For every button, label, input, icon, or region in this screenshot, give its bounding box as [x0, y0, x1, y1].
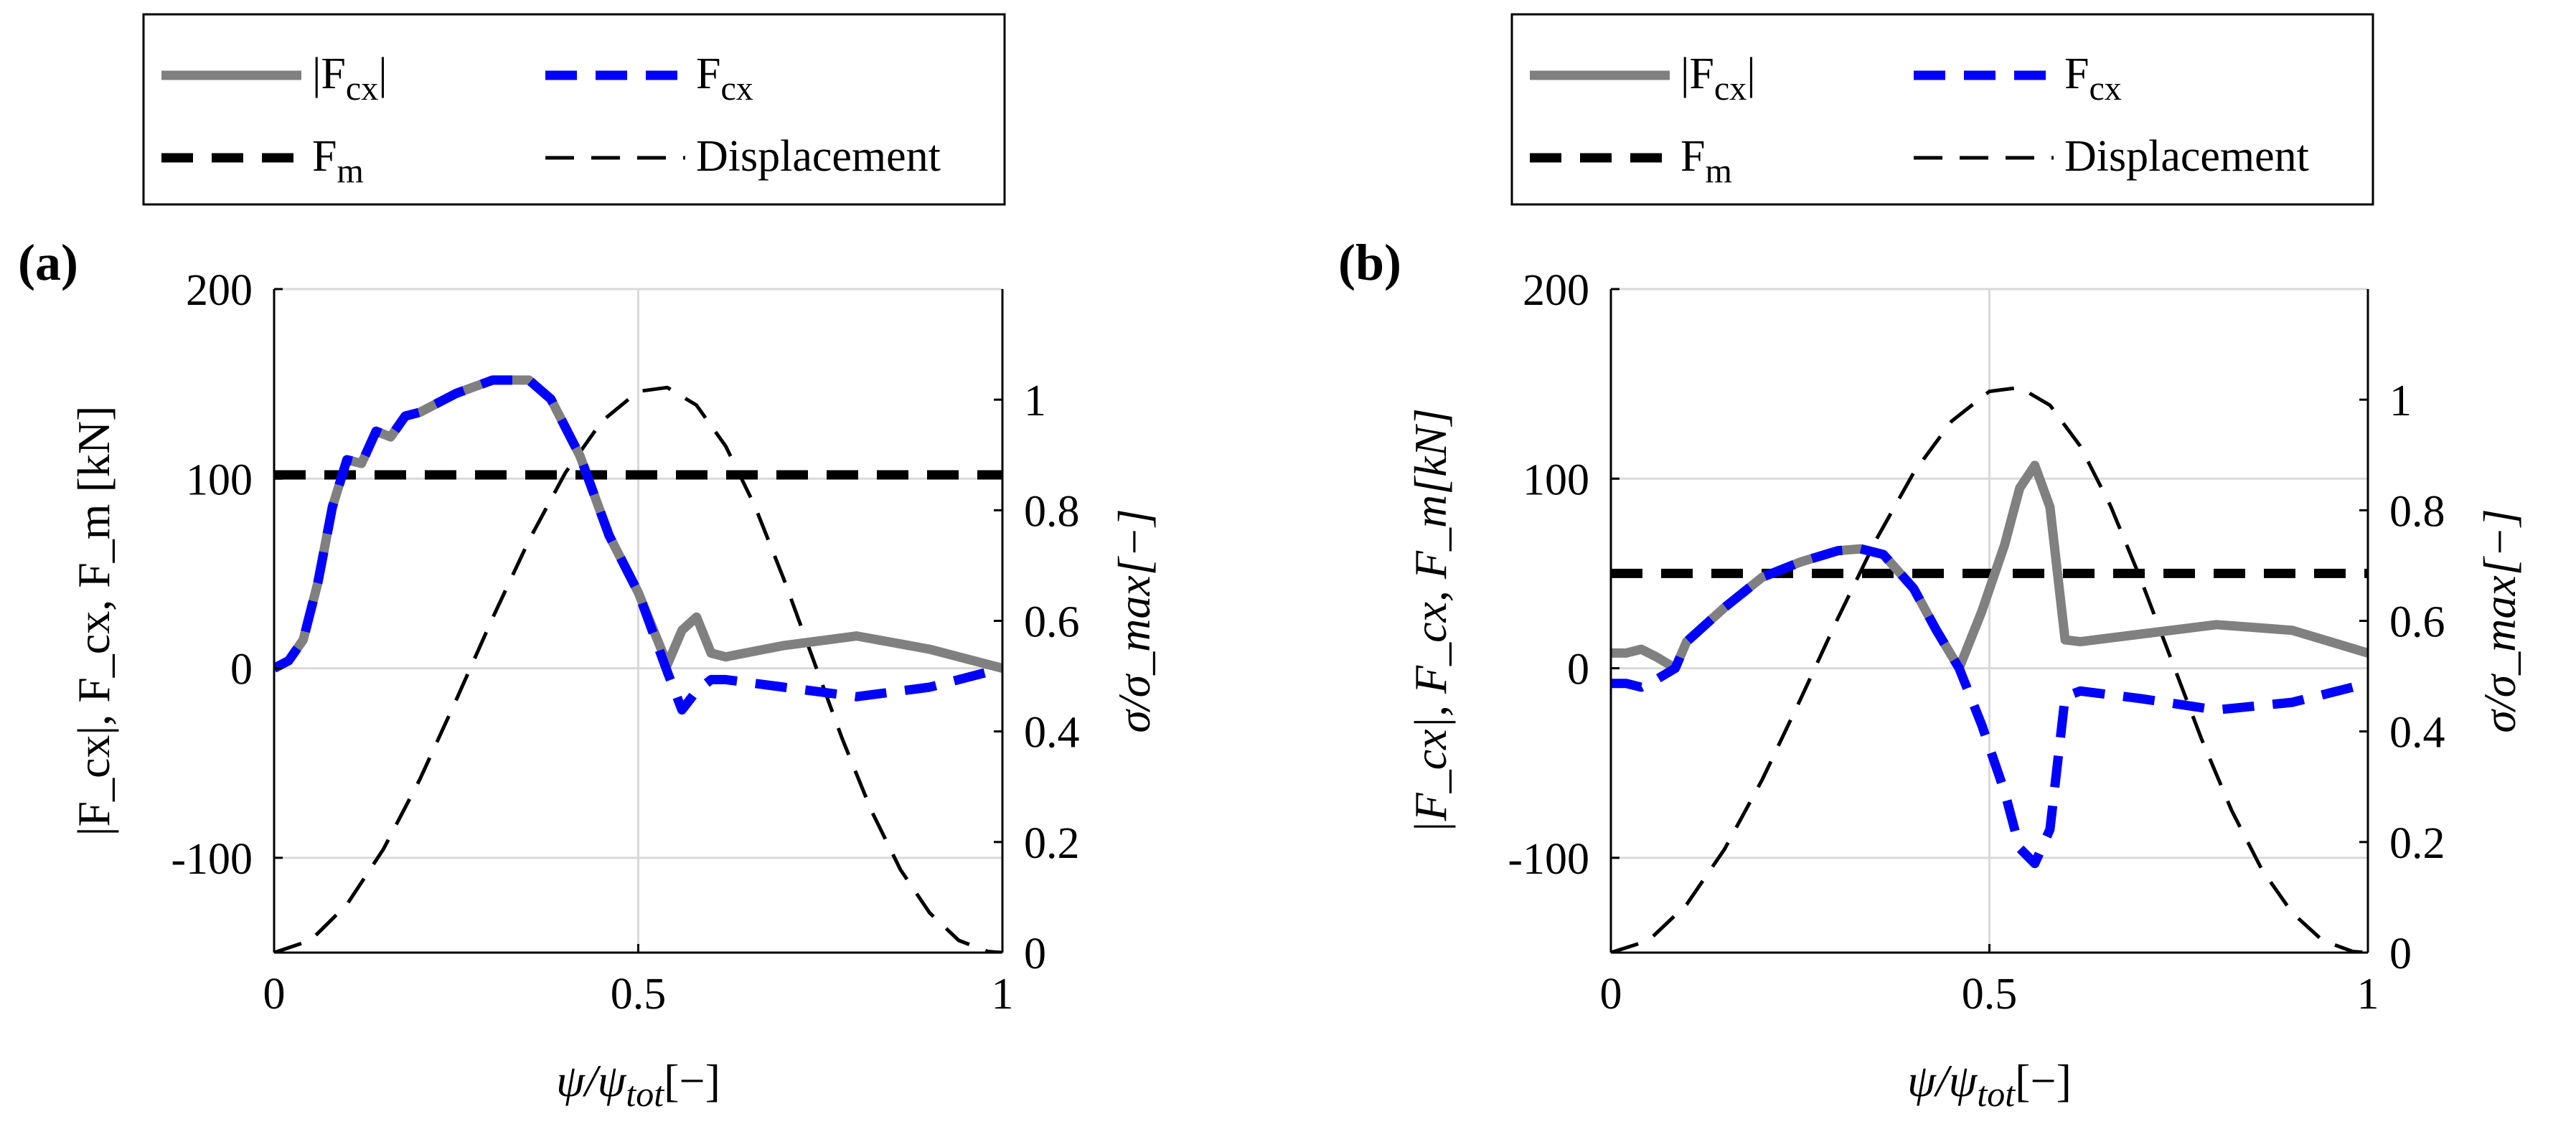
y-tick-label-right: 0.2: [1024, 819, 1080, 868]
y-tick-label-left: -100: [171, 835, 253, 884]
chart-panel-1: 0 0.5 1 -100 0 100 200 0 0.2 0.4 0.6 0.8 1 ψ/ψtot[−] |…: [18, 13, 1160, 1114]
series-displacement: [1611, 385, 2368, 953]
y-tick-label-right: 0: [2389, 930, 2412, 978]
y-tick-label-right: 0.8: [2389, 487, 2445, 536]
legend-label-fm: Fm: [1680, 132, 1732, 190]
x-tick-label: 1: [992, 970, 1014, 1019]
y-tick-label-right: 1: [2389, 377, 2412, 425]
y-tick-label-right: 0.4: [2389, 709, 2445, 757]
legend-box: [142, 13, 1006, 206]
y-tick-label-right: 0.4: [1024, 709, 1080, 757]
y-tick-label-left: 100: [1523, 456, 1589, 504]
x-tick-label: 0: [1600, 970, 1622, 1019]
data-lines: [1611, 385, 2368, 953]
legend-label-fcx: Fcx: [2064, 49, 2122, 108]
series-displacement: [274, 385, 1002, 953]
x-axis-label: ψ/ψtot[−]: [556, 1055, 720, 1114]
y-tick-label-left: 0: [230, 646, 253, 694]
series-fcx: [274, 375, 1002, 715]
y-axis-label-right: σ/σ_max[−]: [2474, 509, 2525, 733]
y-axis-label-left: |F_cx|, F_cx, F_m [kN]: [68, 406, 119, 836]
legend-label-abs-fcx: |Fcx|: [1680, 49, 1756, 108]
legend: |Fcx| Fcx Fm Displacement: [1510, 13, 2374, 206]
series-fcx: [1611, 544, 2368, 869]
y-tick-label-right: 0: [1024, 930, 1046, 978]
y-tick-label-left: 100: [186, 456, 253, 504]
y-tick-label-right: 1: [1024, 377, 1046, 425]
x-tick-label: 1: [2357, 970, 2379, 1019]
legend-box: [1510, 13, 2374, 206]
panel-label: (a): [18, 234, 78, 291]
legend-label-abs-fcx: |Fcx|: [312, 49, 387, 108]
x-axis-label: ψ/ψtot[−]: [1907, 1055, 2072, 1114]
y-tick-label-right: 0.8: [1024, 487, 1080, 536]
legend-label-fm: Fm: [312, 132, 364, 190]
legend-label-displacement: Displacement: [2064, 132, 2309, 181]
y-tick-label-right: 0.6: [1024, 598, 1080, 647]
y-axis-label-right: σ/σ_max[−]: [1109, 509, 1160, 733]
y-tick-label-right: 0.2: [2389, 819, 2445, 868]
legend-label-fcx: Fcx: [696, 49, 753, 108]
chart-panel-2: 0 0.5 1 -100 0 100 200 0 0.2 0.4 0.6 0.8 1 ψ/ψtot[−] |…: [1338, 13, 2525, 1114]
y-axis-label-left: |F_cx|, F_cx, F_m[kN]: [1405, 408, 1456, 834]
panel-label: (b): [1338, 234, 1401, 291]
y-tick-label-left: 0: [1567, 646, 1589, 694]
y-tick-label-left: 200: [1523, 266, 1589, 315]
y-tick-label-right: 0.6: [2389, 598, 2445, 647]
legend-label-displacement: Displacement: [696, 132, 941, 181]
x-tick-label: 0.5: [1962, 970, 2018, 1019]
x-tick-label: 0.5: [611, 970, 667, 1019]
x-tick-label: 0: [263, 970, 286, 1019]
series-abs-fcx: [274, 375, 1002, 673]
data-lines: [274, 375, 1002, 953]
legend: |Fcx| Fcx Fm Displacement: [142, 13, 1006, 206]
y-tick-label-left: 200: [186, 266, 253, 315]
y-tick-label-left: -100: [1508, 835, 1589, 884]
